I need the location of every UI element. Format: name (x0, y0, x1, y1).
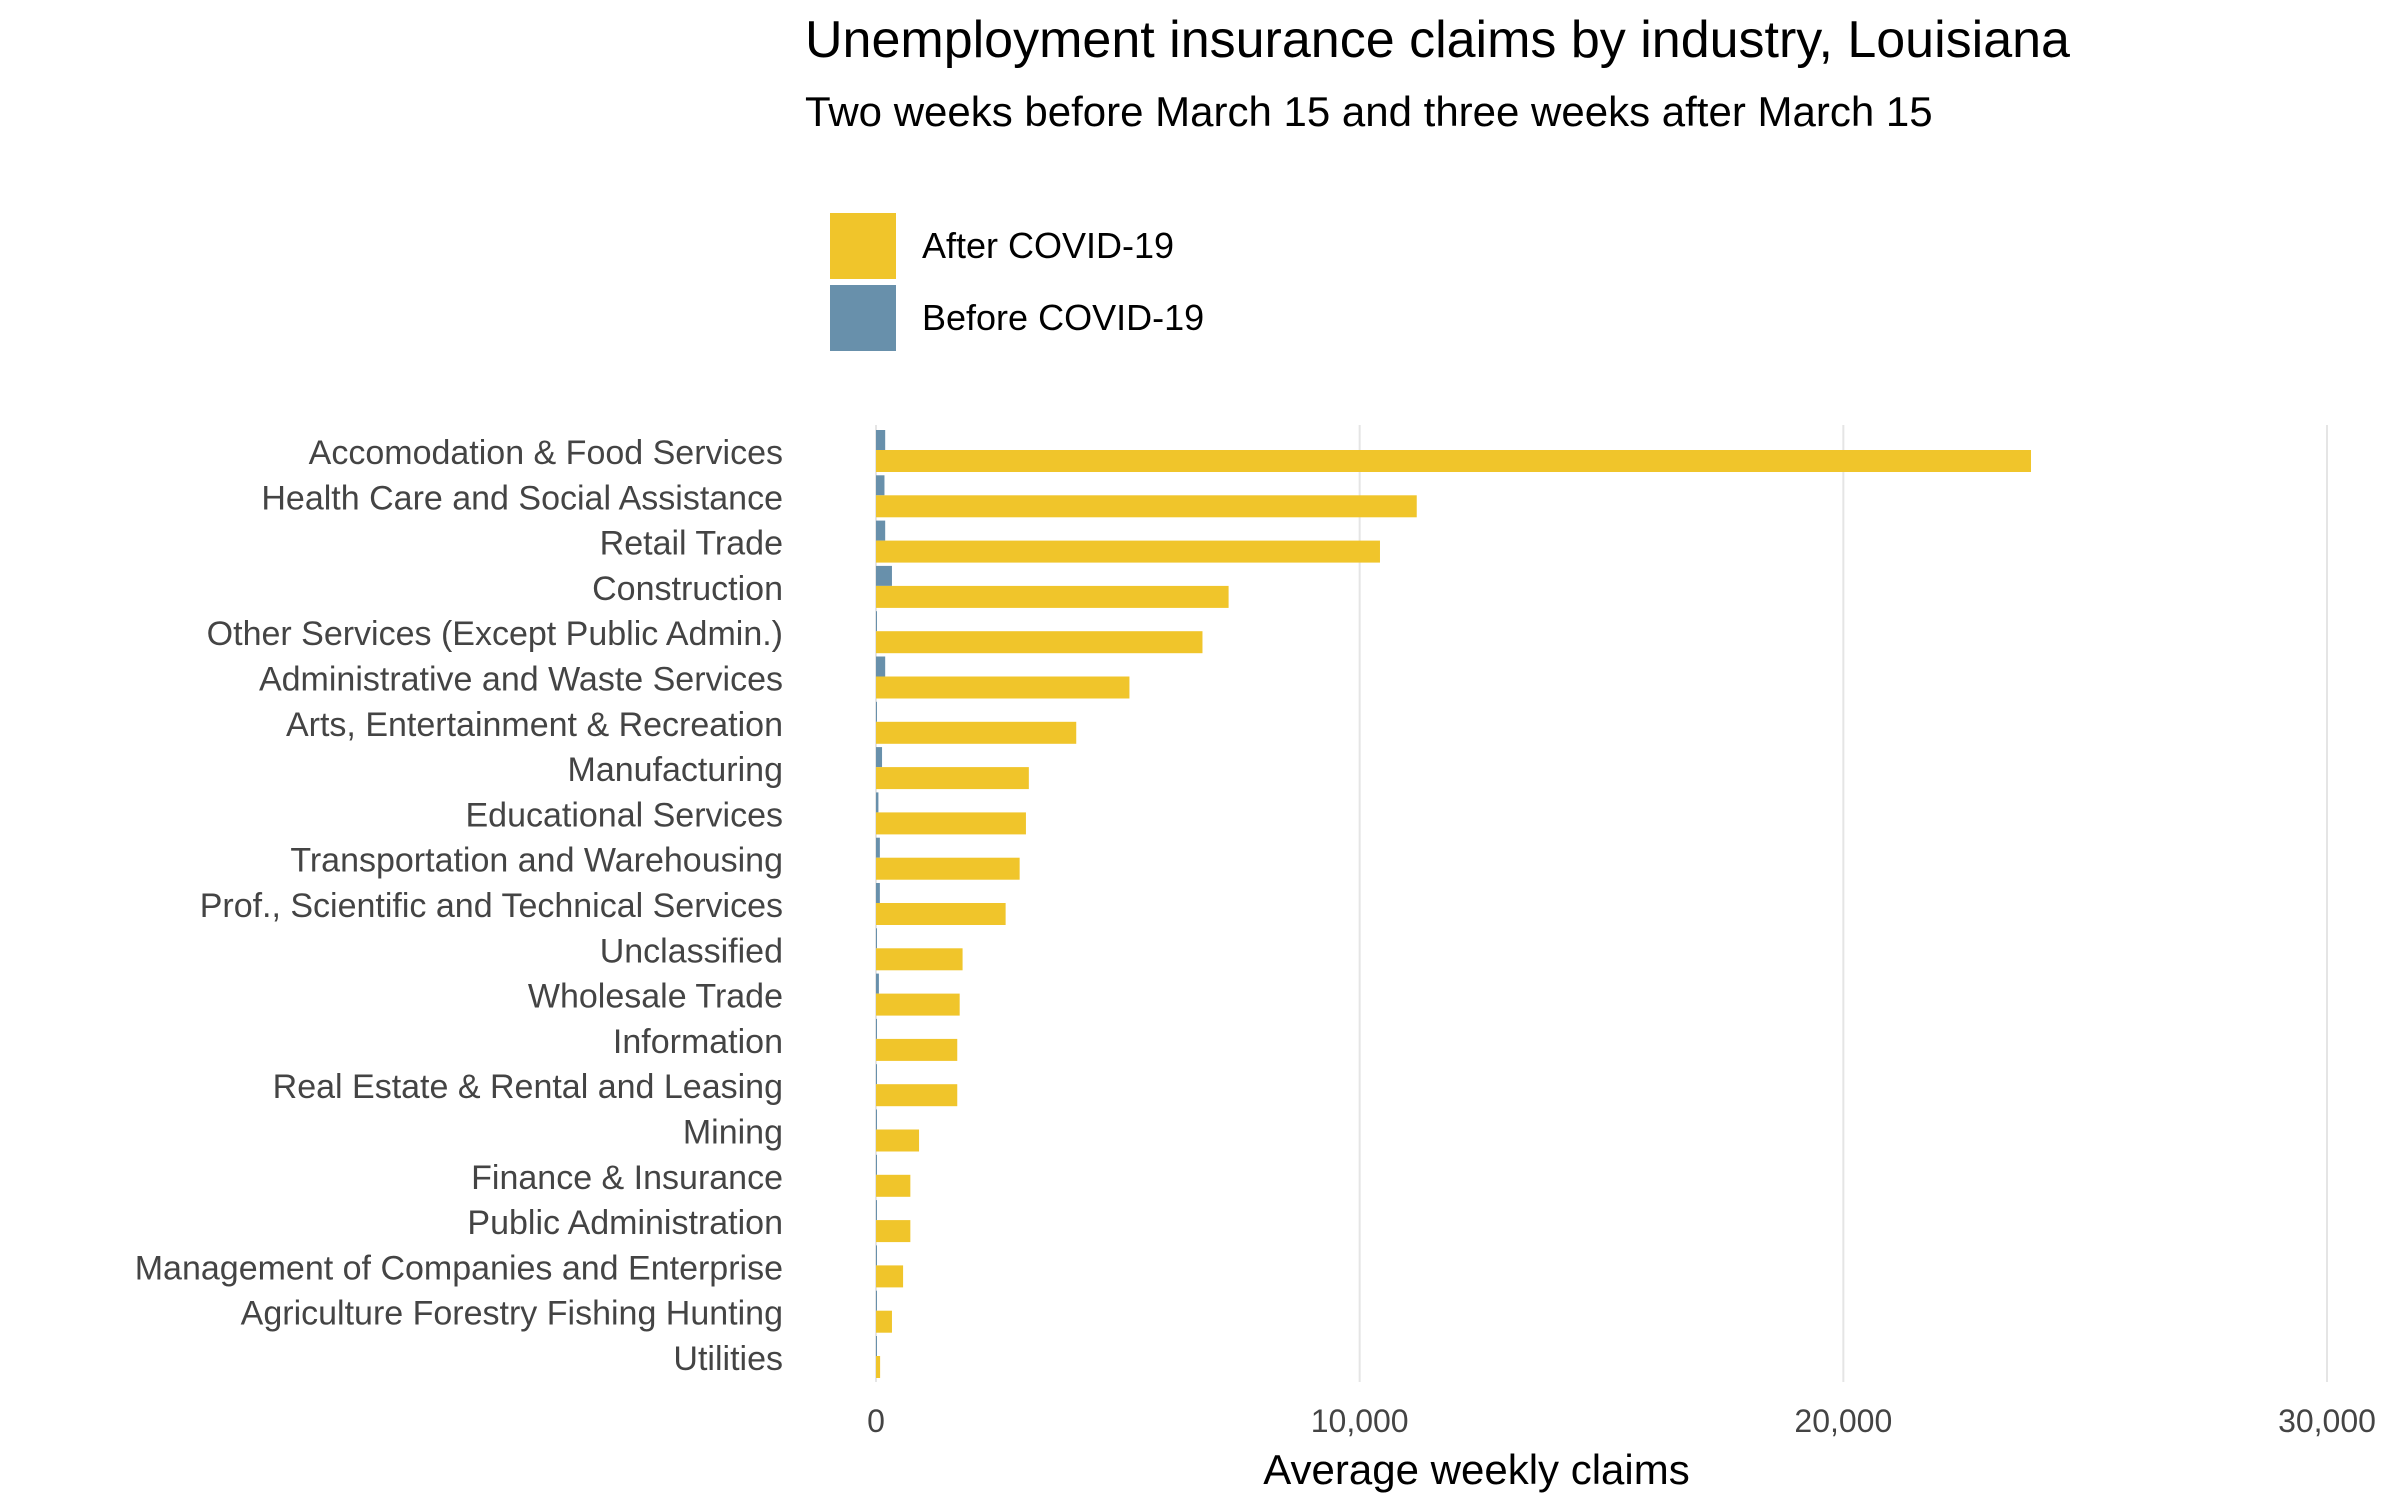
bar-after (876, 857, 1020, 880)
bar-after (876, 450, 2031, 472)
bar-before (876, 611, 877, 632)
bar-before (876, 1064, 877, 1085)
bar-after (876, 993, 960, 1016)
bar-before (876, 430, 886, 450)
bar-before (876, 1336, 877, 1356)
bar-after (876, 1084, 958, 1107)
bar-before (876, 973, 879, 994)
bar-after (876, 767, 1029, 790)
bar-before (876, 701, 877, 722)
category-label: Public Administration (467, 1204, 783, 1242)
bar-before (876, 656, 886, 677)
bar-after (876, 812, 1026, 835)
category-label: Real Estate & Rental and Leasing (273, 1068, 783, 1106)
category-label: Manufacturing (568, 751, 783, 789)
bar-after (876, 1310, 892, 1333)
bar-after (876, 495, 1417, 518)
category-label: Finance & Insurance (471, 1159, 783, 1197)
category-label: Management of Companies and Enterprise (135, 1249, 783, 1287)
category-labels: Accomodation & Food Services Health Care … (135, 434, 783, 1378)
bar-after (876, 585, 1229, 608)
bar-after (876, 903, 1006, 925)
bar-after (876, 721, 1077, 744)
x-axis-title: Average weekly claims (1263, 1446, 1689, 1493)
x-tick-labels: 0 10,000 20,000 30,000 (867, 1403, 2376, 1439)
bar-after (876, 631, 1203, 654)
bar-after (876, 676, 1130, 699)
bar-after (876, 1265, 904, 1288)
bar-before (876, 565, 892, 586)
legend-swatch-after (830, 213, 896, 279)
category-label: Retail Trade (600, 525, 783, 563)
category-label: Unclassified (600, 932, 783, 970)
legend-label-before: Before COVID-19 (922, 297, 1205, 338)
bar-before (876, 928, 877, 949)
bar-after (876, 1038, 958, 1061)
bar-after (876, 1174, 911, 1197)
bar-before (876, 1154, 877, 1175)
legend-swatch-before (830, 285, 896, 351)
legend: After COVID-19 Before COVID-19 (830, 210, 1204, 354)
x-tick-label: 20,000 (1794, 1403, 1892, 1439)
category-label: Agriculture Forestry Fishing Hunting (241, 1295, 783, 1333)
bar-before (876, 475, 885, 496)
bar-before (876, 837, 880, 858)
grid-lines (875, 425, 2328, 1382)
bar-before (876, 1290, 877, 1311)
category-label: Information (613, 1023, 783, 1061)
category-label: Transportation and Warehousing (290, 842, 783, 880)
bar-before (876, 520, 886, 541)
bar-after (876, 1220, 911, 1243)
bar-before (876, 747, 883, 768)
category-label: Construction (592, 570, 783, 608)
bar-after (876, 948, 963, 971)
x-tick-label: 0 (867, 1403, 885, 1439)
category-label: Prof., Scientific and Technical Services (200, 887, 783, 925)
bar-before (876, 1109, 877, 1130)
bar-before (876, 1200, 877, 1221)
bar-before (876, 1245, 877, 1266)
category-label: Educational Services (465, 796, 783, 834)
category-label: Arts, Entertainment & Recreation (286, 706, 783, 744)
category-label: Accomodation & Food Services (309, 434, 783, 472)
legend-item-before: Before COVID-19 (830, 282, 1204, 354)
bar-after (876, 1129, 920, 1152)
chart-subtitle: Two weeks before March 15 and three week… (805, 88, 1933, 135)
category-label: Mining (683, 1114, 783, 1152)
x-tick-label: 30,000 (2278, 1403, 2376, 1439)
bar-before (876, 1018, 877, 1039)
bar-before (876, 792, 879, 813)
bar-after (876, 1356, 881, 1378)
x-tick-label: 10,000 (1311, 1403, 1409, 1439)
chart-title: Unemployment insurance claims by industr… (805, 11, 2070, 69)
legend-label-after: After COVID-19 (922, 225, 1175, 266)
bar-before (876, 883, 880, 903)
bar-after (876, 540, 1380, 563)
legend-item-after: After COVID-19 (830, 210, 1204, 282)
bars (876, 430, 2031, 1378)
category-label: Administrative and Waste Services (259, 661, 783, 699)
category-label: Other Services (Except Public Admin.) (207, 615, 783, 653)
category-label: Utilities (673, 1340, 783, 1378)
category-label: Wholesale Trade (528, 978, 783, 1016)
category-label: Health Care and Social Assistance (261, 479, 783, 517)
